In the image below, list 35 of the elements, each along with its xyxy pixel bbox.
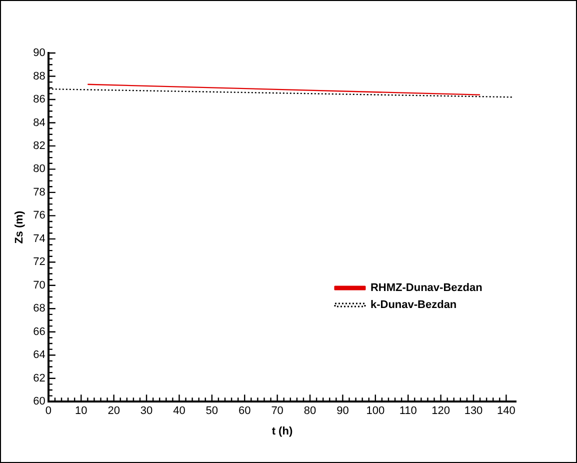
- y-tick-label: 70: [33, 279, 46, 292]
- x-axis-title: t (h): [272, 425, 293, 438]
- y-tick-label: 90: [33, 47, 46, 60]
- y-tick-label: 74: [33, 232, 46, 245]
- x-tick-label: 20: [108, 405, 120, 418]
- y-tick-label: 76: [33, 210, 46, 222]
- y-axis-title: Zs (m): [14, 210, 26, 244]
- y-tick-label: 68: [33, 302, 46, 315]
- y-tick-label: 60: [33, 396, 46, 408]
- x-tick-label: 100: [366, 405, 385, 418]
- y-tick-label: 72: [33, 256, 46, 268]
- x-tick-label: 40: [173, 405, 186, 418]
- x-tick-label: 70: [271, 405, 284, 418]
- y-tick-label: 86: [33, 94, 46, 106]
- y-tick-label: 66: [33, 326, 46, 338]
- legend-label: k-Dunav-Bezdan: [370, 299, 457, 312]
- x-tick-label: 110: [399, 405, 417, 418]
- legend-label: RHMZ-Dunav-Bezdan: [370, 282, 483, 294]
- y-tick-label: 80: [33, 163, 46, 176]
- x-tick-label: 90: [336, 405, 349, 418]
- x-tick-label: 130: [464, 405, 483, 418]
- x-tick-label: 60: [238, 405, 251, 418]
- x-tick-label: 80: [304, 405, 316, 418]
- y-tick-label: 64: [33, 349, 46, 362]
- y-tick-label: 84: [33, 116, 46, 129]
- y-tick-label: 62: [33, 372, 46, 384]
- x-tick-label: 120: [432, 405, 450, 418]
- x-tick-label: 0: [45, 405, 52, 418]
- y-tick-label: 82: [33, 140, 46, 152]
- y-tick-label: 88: [33, 70, 46, 82]
- y-tick-label: 78: [33, 186, 46, 198]
- x-tick-label: 50: [206, 405, 218, 418]
- x-tick-label: 10: [75, 405, 88, 418]
- x-tick-label: 30: [140, 405, 153, 418]
- x-tick-label: 140: [497, 405, 516, 418]
